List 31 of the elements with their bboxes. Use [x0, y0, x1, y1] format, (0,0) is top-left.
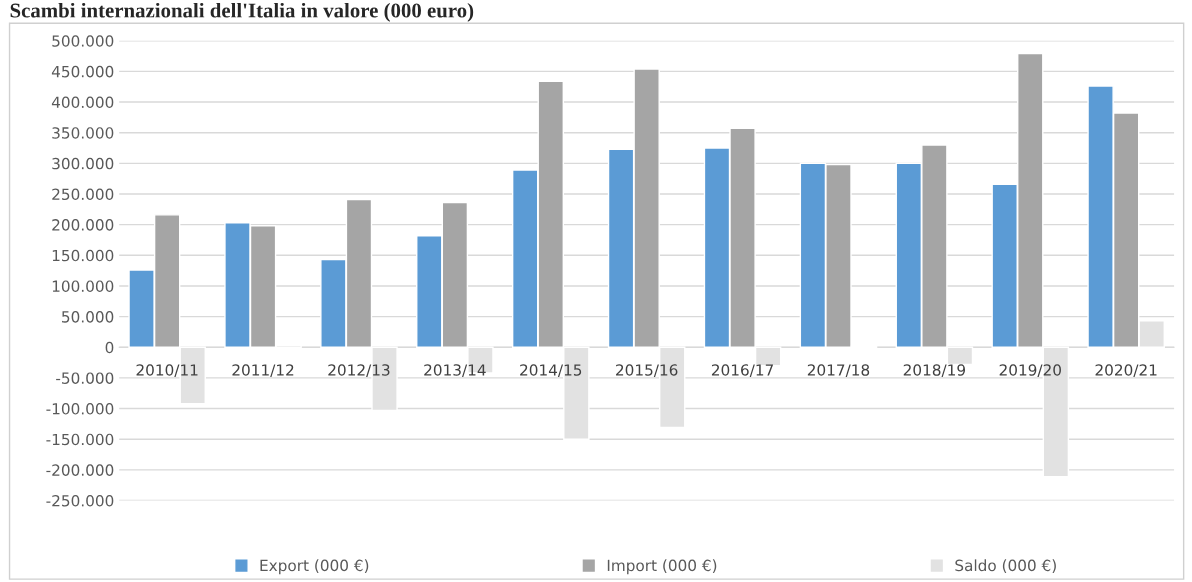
x-tick-label: 2013/14	[424, 364, 486, 377]
x-tick-label: 2015/16	[616, 364, 678, 377]
x-tick-label: 2012/13	[328, 364, 390, 377]
legend-label: Export (000 €)	[260, 559, 369, 575]
y-tick-label: -100.000	[46, 403, 114, 415]
y-tick-label: 150.000	[52, 249, 114, 262]
y-tick-label: 100.000	[52, 280, 114, 292]
x-tick-label: 2016/17	[711, 364, 773, 377]
y-tick-label: 300.000	[52, 157, 114, 170]
y-tick-label: 250.000	[52, 188, 114, 201]
y-tick-label: -150.000	[46, 433, 114, 446]
x-tick-label: 2011/12	[232, 364, 294, 377]
x-tick-label: 2017/18	[807, 364, 870, 377]
chart-title: Scambi internazionali dell'Italia in valore (000 euro)	[10, 2, 474, 22]
x-tick-label: 2020/21	[1095, 364, 1157, 377]
y-tick-label: -50.000	[56, 372, 114, 384]
y-tick-label: 200.000	[52, 219, 114, 231]
y-tick-label: 350.000	[52, 127, 114, 139]
legend-label: Import (000 €)	[607, 559, 717, 575]
legend-label: Saldo (000 €)	[955, 559, 1056, 573]
x-tick-label: 2018/19	[903, 364, 966, 377]
y-tick-label: -200.000	[46, 464, 114, 476]
y-tick-label: 400.000	[51, 96, 114, 109]
y-tick-label: 50.000	[62, 311, 114, 323]
x-tick-label: 2014/15	[520, 364, 582, 377]
y-tick-label: 500.000	[52, 35, 114, 47]
x-tick-label: 2010/11	[136, 364, 198, 377]
y-tick-label: 0	[105, 341, 114, 354]
y-tick-label: -250.000	[46, 494, 114, 507]
x-tick-label: 2019/20	[999, 364, 1061, 377]
y-tick-label: 450.000	[51, 65, 114, 78]
